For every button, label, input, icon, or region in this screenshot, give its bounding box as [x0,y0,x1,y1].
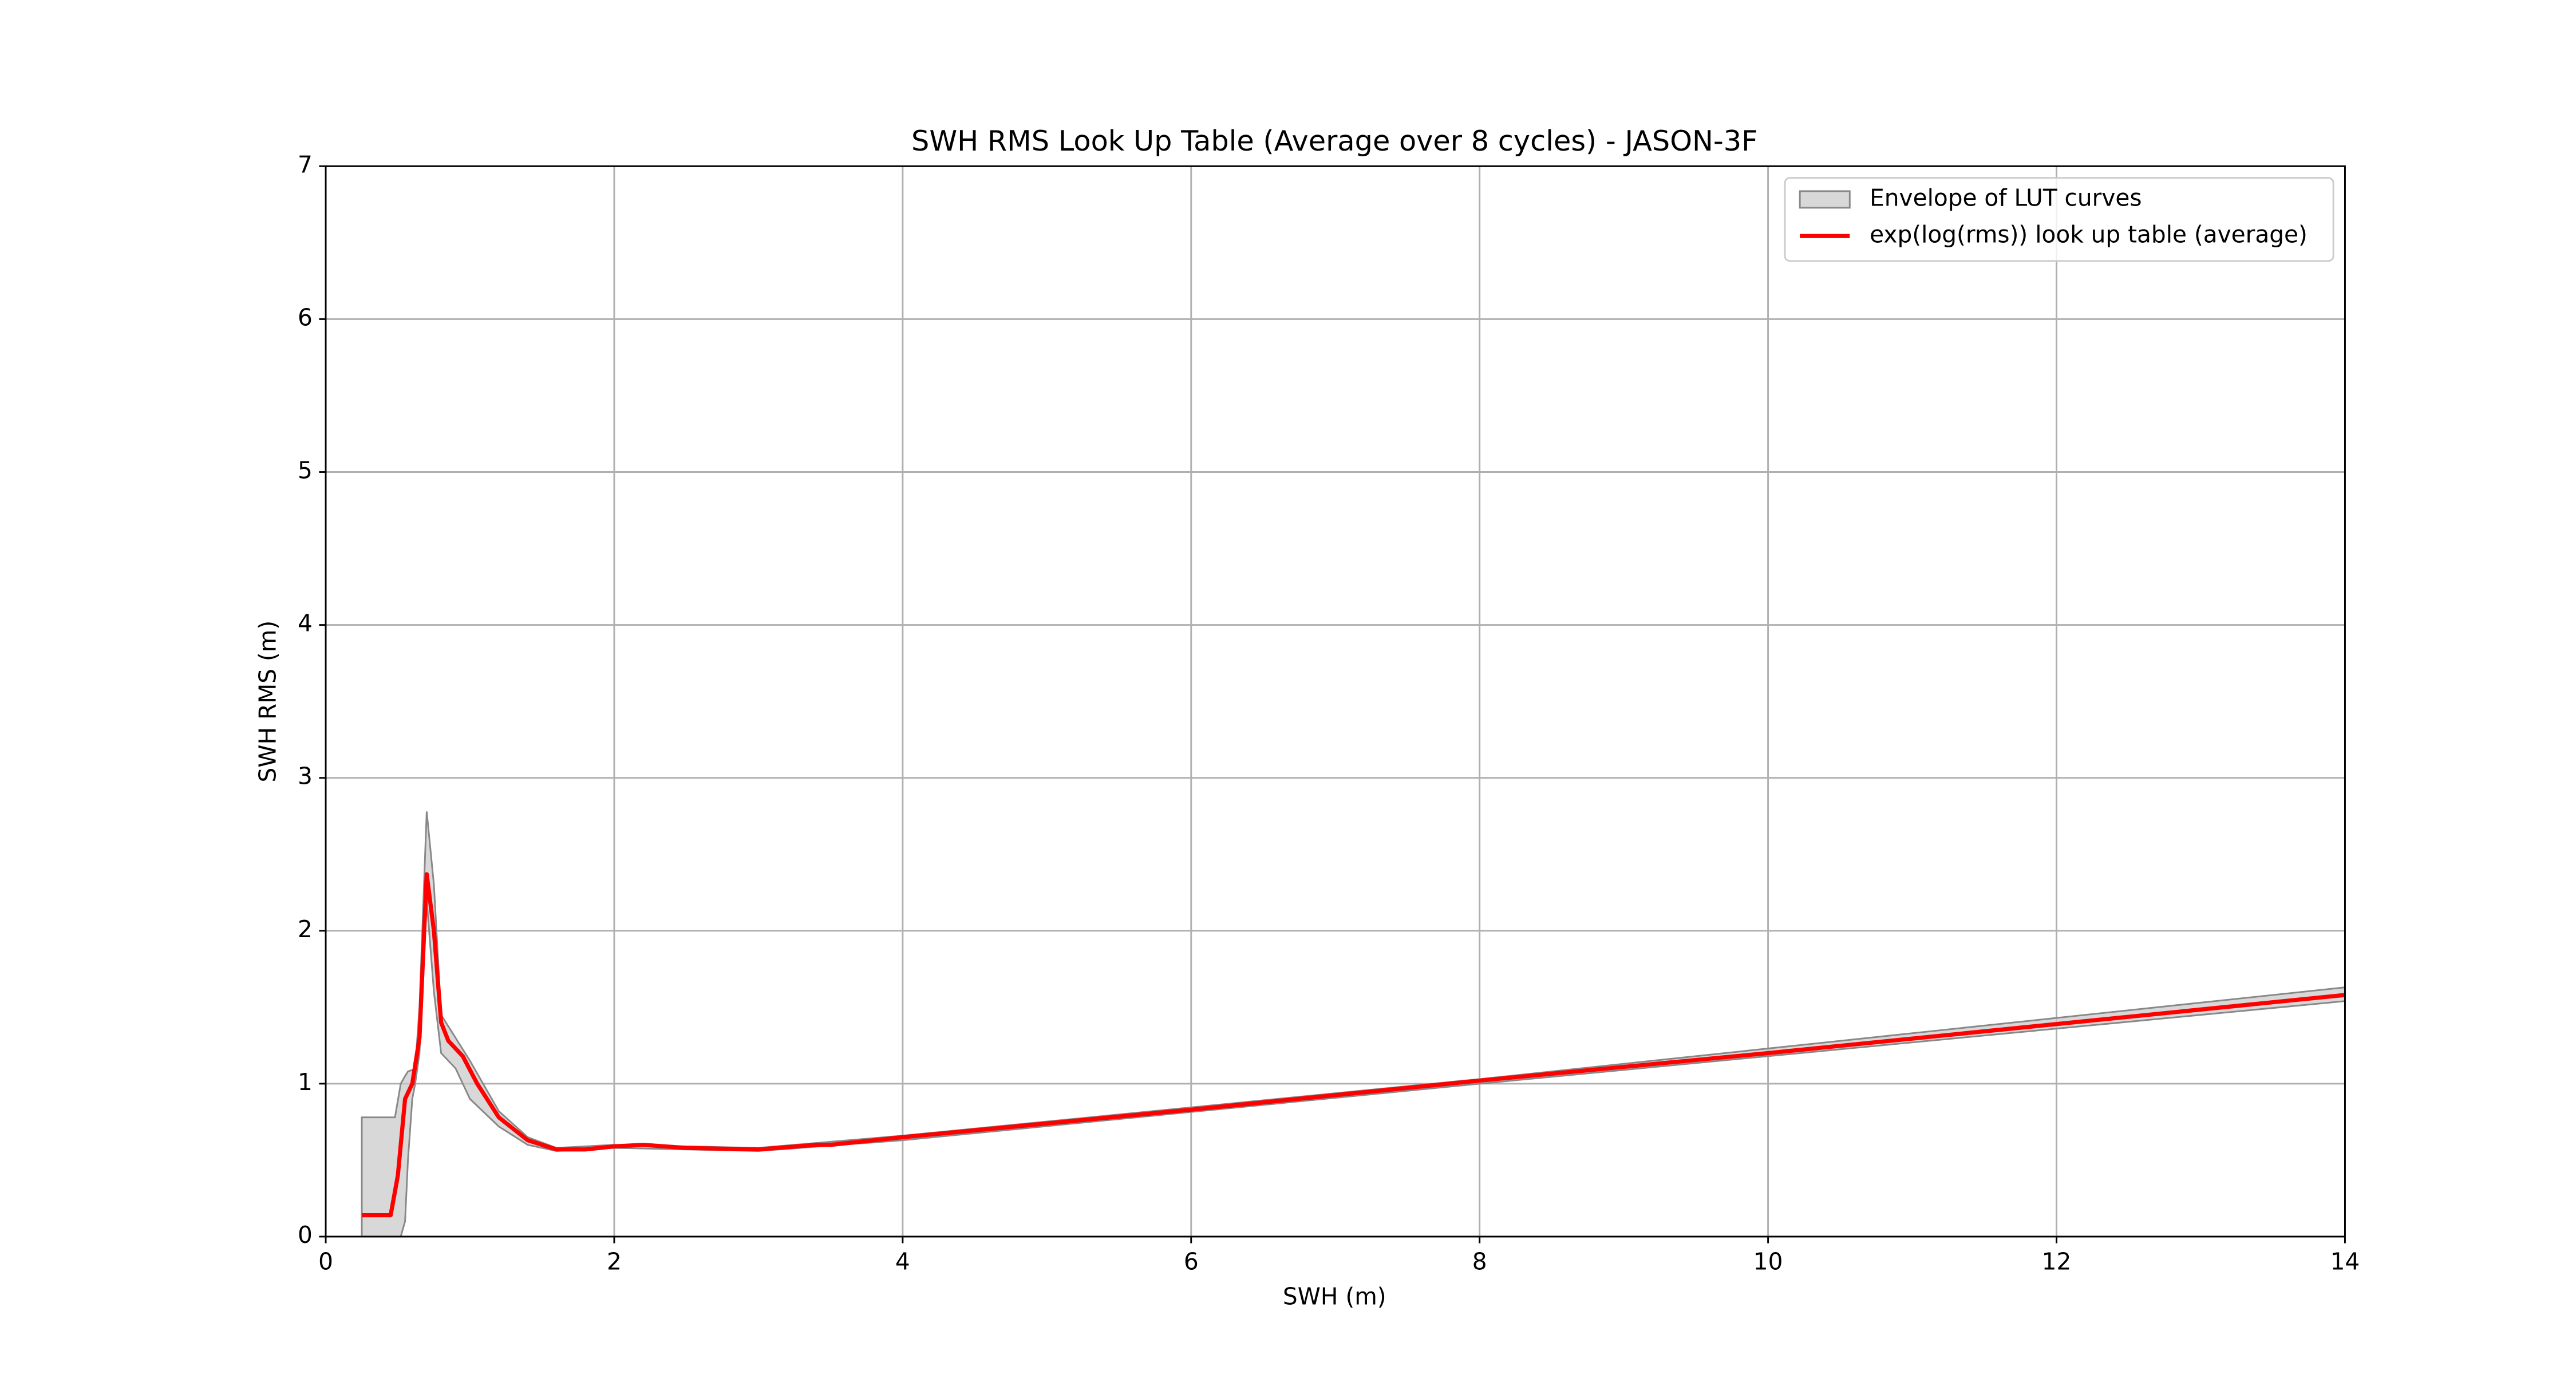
y-tick-label: 5 [298,457,313,484]
legend-swatch [1799,190,1851,209]
y-tick-label: 3 [298,763,313,790]
x-tick-label: 8 [1472,1247,1487,1275]
x-tick-label: 0 [318,1247,333,1275]
x-axis-label: SWH (m) [1283,1282,1386,1310]
y-tick-label: 4 [298,610,313,637]
legend-label: Envelope of LUT curves [1870,184,2142,211]
legend-box [1784,177,2334,262]
x-tick-label: 14 [2330,1247,2360,1275]
chart-title: SWH RMS Look Up Table (Average over 8 cy… [911,124,1758,157]
plot-frame [325,165,2346,1238]
line-series [362,872,2345,1218]
x-tick-label: 6 [1184,1247,1199,1275]
y-tick-label: 2 [298,915,313,943]
x-tick-label: 4 [895,1247,910,1275]
y-tick-label: 0 [298,1221,313,1249]
x-tick-label: 2 [607,1247,622,1275]
y-tick-label: 6 [298,303,313,331]
y-axis-label: SWH RMS (m) [254,621,281,783]
legend-label: exp(log(rms)) look up table (average) [1870,220,2308,248]
x-tick-label: 12 [2042,1247,2072,1275]
y-tick-label: 7 [298,151,313,178]
y-tick-label: 1 [298,1068,313,1096]
x-tick-label: 10 [1753,1247,1783,1275]
